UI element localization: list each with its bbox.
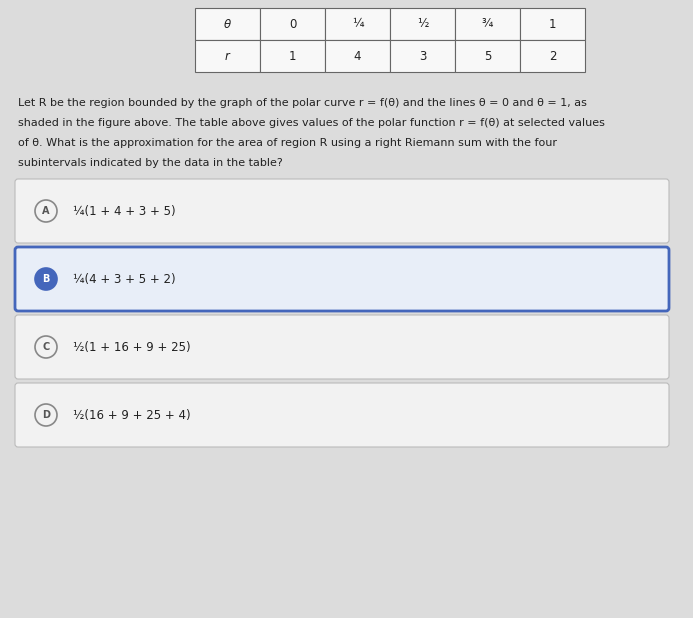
Bar <box>390 40 455 72</box>
Bar <box>390 8 455 40</box>
Bar <box>520 40 585 72</box>
Text: ½(16 + 9 + 25 + 4): ½(16 + 9 + 25 + 4) <box>73 408 191 421</box>
Text: 1: 1 <box>289 49 296 62</box>
Text: ½: ½ <box>416 17 428 30</box>
Bar <box>455 40 520 72</box>
Text: r: r <box>225 49 230 62</box>
Text: A: A <box>42 206 50 216</box>
Bar <box>325 8 390 40</box>
Text: 0: 0 <box>289 17 296 30</box>
Bar <box>260 8 325 40</box>
Text: ½(1 + 16 + 9 + 25): ½(1 + 16 + 9 + 25) <box>73 341 191 353</box>
Text: shaded in the figure above. The table above gives values of the polar function r: shaded in the figure above. The table ab… <box>18 118 605 128</box>
Text: 4: 4 <box>353 49 361 62</box>
Text: Let R be the region bounded by the graph of the polar curve r = f(θ) and the lin: Let R be the region bounded by the graph… <box>18 98 587 108</box>
Circle shape <box>35 404 57 426</box>
Text: 1: 1 <box>549 17 556 30</box>
FancyBboxPatch shape <box>15 179 669 243</box>
Text: B: B <box>42 274 50 284</box>
Bar <box>260 40 325 72</box>
Circle shape <box>35 268 57 290</box>
Text: of θ. What is the approximation for the area of region R using a right Riemann s: of θ. What is the approximation for the … <box>18 138 557 148</box>
FancyBboxPatch shape <box>15 315 669 379</box>
Text: 3: 3 <box>419 49 426 62</box>
Text: ¼(4 + 3 + 5 + 2): ¼(4 + 3 + 5 + 2) <box>73 273 175 286</box>
Bar <box>325 40 390 72</box>
Text: 5: 5 <box>484 49 491 62</box>
Bar <box>195 8 260 40</box>
Bar <box>520 8 585 40</box>
FancyBboxPatch shape <box>15 247 669 311</box>
Text: 2: 2 <box>549 49 556 62</box>
Bar <box>455 8 520 40</box>
FancyBboxPatch shape <box>15 383 669 447</box>
Text: subintervals indicated by the data in the table?: subintervals indicated by the data in th… <box>18 158 283 168</box>
Text: θ: θ <box>224 17 231 30</box>
Bar <box>195 40 260 72</box>
Circle shape <box>35 336 57 358</box>
Text: D: D <box>42 410 50 420</box>
Text: ¾: ¾ <box>482 17 493 30</box>
Text: ¼(1 + 4 + 3 + 5): ¼(1 + 4 + 3 + 5) <box>73 205 175 218</box>
Text: ¼: ¼ <box>352 17 363 30</box>
Circle shape <box>35 200 57 222</box>
Text: C: C <box>42 342 50 352</box>
